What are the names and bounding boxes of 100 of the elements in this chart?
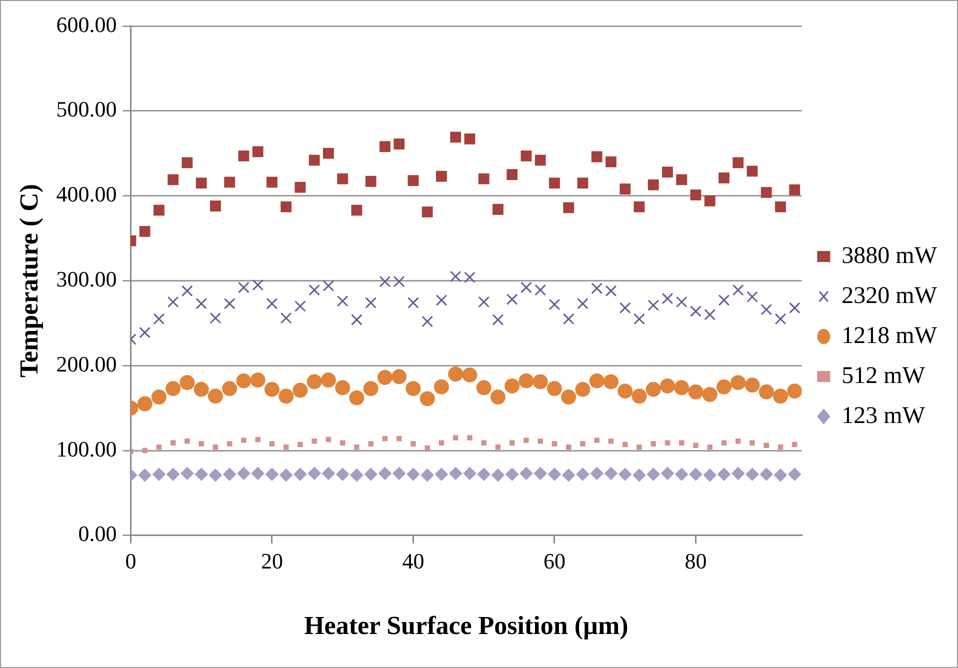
point (608, 438, 614, 444)
legend-label: 1218 mW (842, 322, 938, 349)
point (294, 300, 306, 312)
point (322, 280, 334, 292)
point (690, 190, 702, 200)
point (662, 166, 673, 178)
x-tick-label: 80 (684, 548, 707, 574)
point (636, 444, 642, 450)
point (252, 146, 264, 158)
point (704, 308, 716, 320)
point (153, 313, 165, 325)
point (264, 382, 280, 397)
point (603, 374, 618, 390)
point (703, 468, 716, 482)
point (238, 282, 250, 294)
point (491, 468, 504, 482)
point (266, 298, 278, 310)
point (294, 182, 306, 193)
point (750, 440, 755, 446)
point (137, 396, 152, 412)
point (788, 302, 800, 314)
point (693, 442, 698, 448)
point (746, 291, 758, 303)
point (634, 313, 645, 325)
point (662, 292, 674, 304)
point (394, 138, 405, 150)
point (252, 279, 264, 291)
point (166, 381, 181, 396)
point (255, 436, 260, 442)
point (707, 444, 712, 450)
point (378, 466, 392, 480)
point (237, 466, 250, 480)
point (226, 441, 232, 446)
point (721, 440, 727, 446)
point (436, 294, 448, 306)
y-tick-label: 200.00 (56, 351, 117, 376)
point (758, 384, 774, 400)
point (605, 285, 617, 297)
point (577, 298, 588, 310)
y-axis-title: Temperature ( C) (14, 184, 44, 378)
point (210, 312, 222, 324)
point (718, 294, 730, 306)
point (548, 468, 561, 481)
point (392, 369, 407, 384)
point (772, 388, 788, 404)
point (184, 438, 190, 444)
point (604, 466, 618, 480)
point (506, 169, 518, 180)
point (520, 282, 532, 294)
point (208, 468, 222, 482)
point (580, 441, 586, 446)
point (196, 298, 208, 310)
point (716, 379, 732, 394)
point (591, 282, 603, 294)
point (532, 374, 548, 390)
point (298, 442, 303, 448)
point (675, 468, 688, 481)
point (422, 316, 434, 328)
point (294, 468, 307, 481)
point (326, 436, 332, 442)
point (789, 184, 800, 196)
point (312, 438, 317, 444)
y-tick-label: 100.00 (56, 436, 117, 462)
point (350, 468, 364, 482)
point (408, 297, 419, 308)
point (760, 186, 772, 198)
point (194, 468, 208, 481)
x-axis-title: Heater Surface Position (µm) (304, 611, 628, 640)
point (266, 176, 278, 188)
point (408, 175, 419, 186)
legend-label: 3880 mW (842, 242, 938, 269)
legend-label: 2320 mW (842, 282, 938, 309)
point (534, 466, 547, 480)
point (546, 381, 562, 396)
point (364, 468, 378, 481)
point (223, 468, 236, 481)
point (340, 440, 346, 446)
point (704, 195, 716, 206)
point (464, 272, 476, 284)
point (622, 442, 628, 448)
point (778, 444, 784, 450)
point (152, 468, 166, 481)
point (168, 174, 179, 186)
point (477, 468, 490, 481)
point (222, 381, 238, 396)
point (182, 157, 193, 168)
point (351, 314, 362, 326)
point (476, 380, 492, 396)
point (788, 468, 802, 481)
point (452, 435, 458, 440)
point (563, 202, 574, 214)
point (368, 441, 374, 446)
point (730, 375, 746, 390)
point (549, 178, 560, 189)
point (210, 200, 221, 212)
point (648, 179, 659, 190)
point (538, 438, 543, 444)
point (323, 148, 334, 159)
point (335, 380, 350, 396)
point (590, 466, 604, 480)
